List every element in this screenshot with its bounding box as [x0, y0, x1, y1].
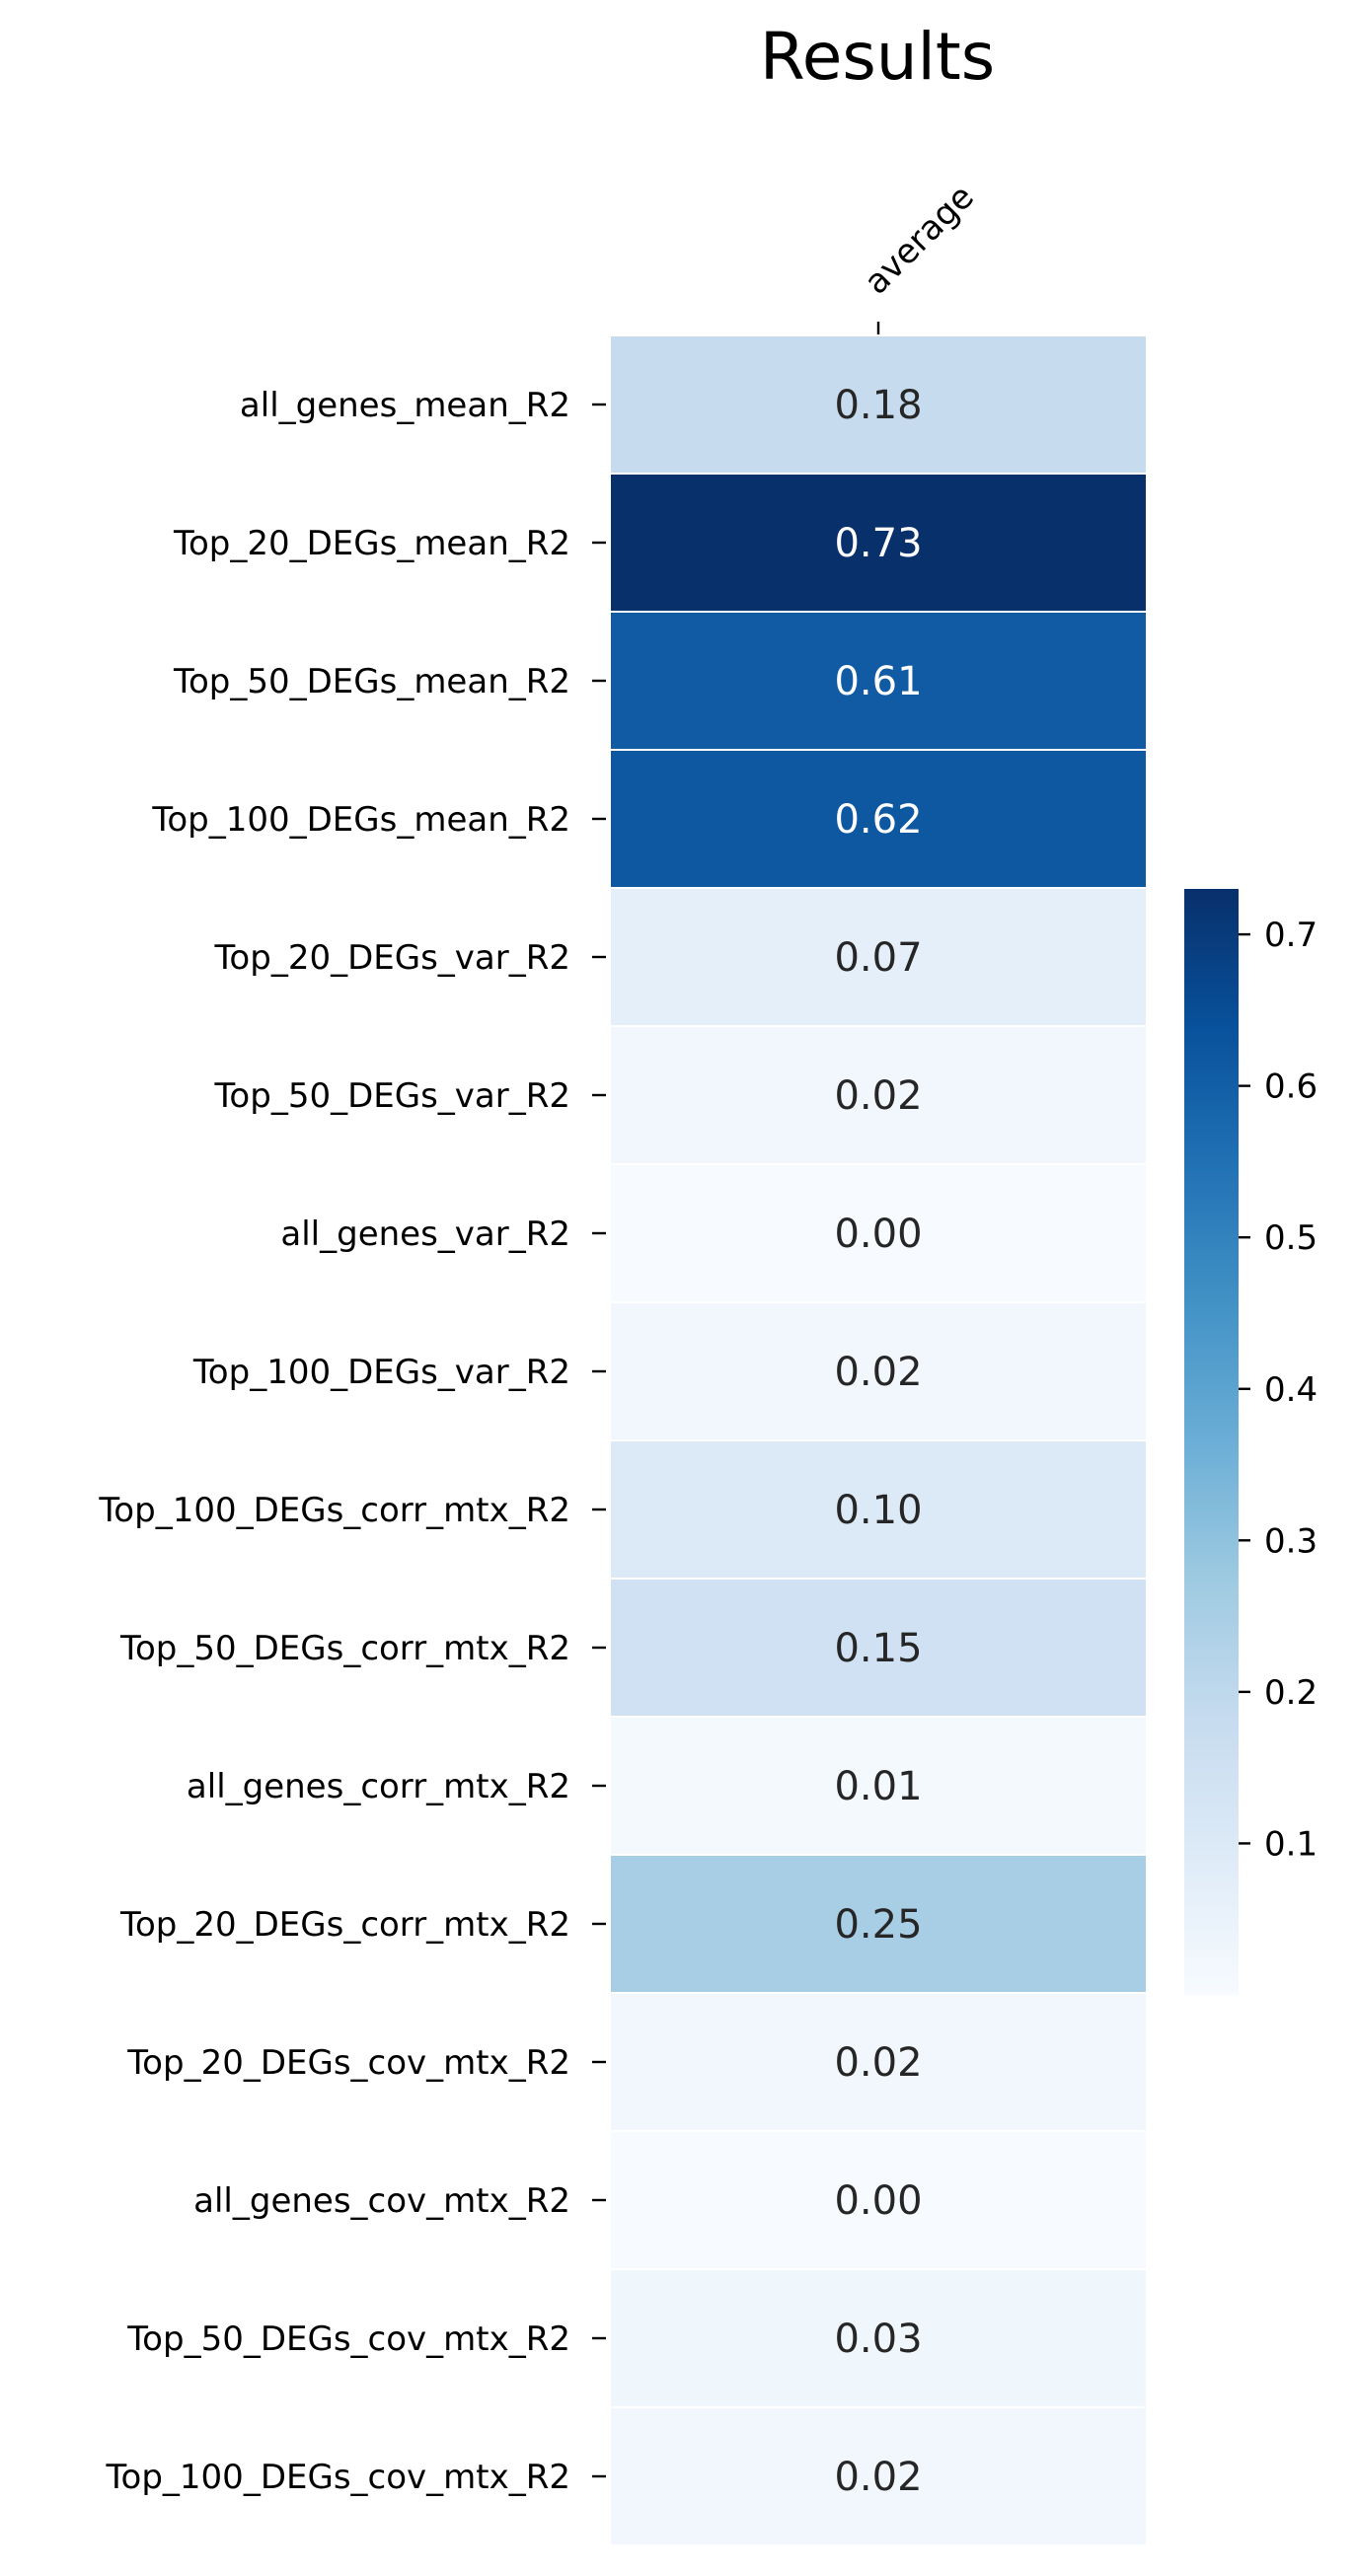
- cell-value-label: 0.02: [834, 2455, 922, 2500]
- heatmap-cell: [609, 1992, 1148, 2132]
- heatmap-cell: [609, 1854, 1148, 1994]
- cell-value-label: 0.15: [834, 1626, 922, 1671]
- cell-value-label: 0.18: [834, 383, 922, 428]
- colorbar-tick-label: 0.2: [1264, 1673, 1318, 1713]
- heatmap-cell: [609, 749, 1148, 889]
- row-label: Top_20_DEGs_corr_mtx_R2: [119, 1905, 570, 1945]
- row-label: all_genes_corr_mtx_R2: [187, 1767, 570, 1806]
- cell-value-label: 0.00: [834, 2178, 922, 2224]
- colorbar-tick-label: 0.1: [1264, 1824, 1318, 1864]
- heatmap-cell: [609, 473, 1148, 613]
- cell-value-label: 0.02: [834, 1350, 922, 1395]
- row-label: Top_100_DEGs_var_R2: [192, 1353, 570, 1392]
- cell-value-label: 0.03: [834, 2317, 922, 2362]
- colorbar-tick-label: 0.5: [1264, 1218, 1318, 1258]
- heatmap-cell: [609, 1301, 1148, 1441]
- column-labels: average: [857, 178, 982, 335]
- cell-value-label: 0.00: [834, 1212, 922, 1257]
- cell-value-label: 0.62: [834, 797, 922, 843]
- heatmap-cells: 0.18 0.73 0.61 0.62 0.07 0.02 0.00 0.02 0.10 0.15…: [609, 334, 1148, 2546]
- cell-value-label: 0.10: [834, 1488, 922, 1533]
- colorbar-tick-label: 0.6: [1264, 1067, 1318, 1107]
- row-label: Top_50_DEGs_cov_mtx_R2: [126, 2319, 570, 2359]
- heatmap-cell: [609, 2406, 1148, 2546]
- row-label: all_genes_var_R2: [280, 1214, 570, 1254]
- row-label: Top_20_DEGs_mean_R2: [173, 524, 570, 563]
- cell-value-label: 0.25: [834, 1902, 922, 1948]
- row-label: Top_100_DEGs_cov_mtx_R2: [106, 2458, 570, 2497]
- heatmap-cell: [609, 2130, 1148, 2270]
- heatmap-cell: [609, 1163, 1148, 1303]
- heatmap-cell: [609, 2268, 1148, 2408]
- colorbar: 0.1 0.2 0.3 0.4 0.5 0.6 0.7: [1184, 889, 1318, 1995]
- cell-value-label: 0.01: [834, 1764, 922, 1809]
- row-labels: all_genes_mean_R2 Top_20_DEGs_mean_R2 Top_…: [98, 386, 606, 2497]
- row-label: Top_50_DEGs_corr_mtx_R2: [119, 1629, 570, 1668]
- colorbar-tick-label: 0.4: [1264, 1370, 1318, 1410]
- row-label: Top_20_DEGs_cov_mtx_R2: [126, 2043, 570, 2083]
- colorbar-gradient: [1184, 889, 1239, 1995]
- cell-value-label: 0.07: [834, 935, 922, 981]
- heatmap-cell: [609, 1578, 1148, 1718]
- row-label: Top_100_DEGs_corr_mtx_R2: [98, 1491, 570, 1530]
- heatmap-cell: [609, 1716, 1148, 1856]
- cell-value-label: 0.61: [834, 659, 922, 704]
- chart-title: Results: [760, 19, 995, 95]
- row-label: Top_50_DEGs_mean_R2: [173, 662, 570, 701]
- column-label-average: average: [857, 178, 982, 303]
- heatmap-cell: [609, 1439, 1148, 1580]
- colorbar-tick-label: 0.7: [1264, 916, 1318, 955]
- row-label: Top_100_DEGs_mean_R2: [151, 800, 570, 840]
- cell-value-label: 0.02: [834, 2040, 922, 2086]
- colorbar-tick-label: 0.3: [1264, 1521, 1318, 1561]
- cell-value-label: 0.02: [834, 1073, 922, 1119]
- row-label: all_genes_mean_R2: [240, 386, 570, 425]
- row-label: Top_50_DEGs_var_R2: [213, 1076, 570, 1116]
- row-label: Top_20_DEGs_var_R2: [213, 938, 570, 978]
- heatmap-cell: [609, 1025, 1148, 1165]
- cell-value-label: 0.73: [834, 521, 922, 566]
- row-label: all_genes_cov_mtx_R2: [193, 2181, 570, 2221]
- heatmap-cell: [609, 887, 1148, 1027]
